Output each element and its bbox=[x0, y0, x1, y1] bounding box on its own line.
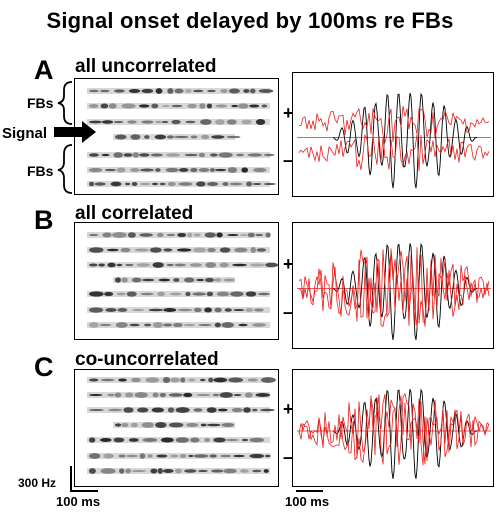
panel-c-condition: co-uncorrelated bbox=[75, 349, 219, 370]
flanking-band bbox=[87, 152, 275, 158]
signal-band bbox=[113, 277, 235, 283]
flanking-band bbox=[87, 392, 271, 398]
flanking-band bbox=[87, 407, 275, 413]
panel-a-condition: all uncorrelated bbox=[75, 56, 217, 77]
signal-band bbox=[113, 422, 235, 428]
frequency-scale-label: 300 Hz bbox=[18, 476, 57, 490]
flanking-band bbox=[87, 181, 276, 187]
panel-a-letter: A bbox=[34, 55, 54, 85]
panel-a-plus-sign: + bbox=[283, 103, 294, 123]
envelope-trace-red bbox=[298, 394, 490, 465]
time-scale-label-left: 100 ms bbox=[56, 494, 101, 509]
panel-c-minus-sign: – bbox=[283, 447, 294, 467]
figure-title: Signal onset delayed by 100ms re FBs bbox=[46, 8, 454, 33]
envelope-trace-red bbox=[298, 133, 490, 172]
panel-c-spectrogram bbox=[74, 369, 279, 487]
flanking-band bbox=[87, 119, 270, 125]
envelope-trace-red bbox=[298, 105, 490, 144]
fbs-label-bottom: FBs bbox=[27, 163, 54, 179]
spectrogram-bands bbox=[87, 377, 276, 474]
envelope-trace-red bbox=[298, 247, 490, 328]
panel-b-waveform bbox=[292, 222, 494, 349]
panel-a-waveform bbox=[292, 72, 494, 197]
panel-a-spectrogram bbox=[74, 78, 279, 195]
signal-arrow bbox=[54, 121, 96, 143]
panel-b-plus-sign: + bbox=[283, 254, 294, 274]
panel-b-condition: all correlated bbox=[75, 203, 194, 224]
flanking-band bbox=[87, 167, 270, 173]
signal-trace-black bbox=[332, 242, 478, 341]
flanking-band bbox=[87, 377, 276, 383]
bracket-bottom bbox=[57, 144, 73, 194]
fbs-label-top: FBs bbox=[27, 95, 54, 111]
spectrogram-bands bbox=[87, 88, 276, 187]
flanking-band bbox=[87, 247, 270, 253]
panel-c-letter: C bbox=[34, 352, 54, 382]
flanking-band bbox=[87, 453, 271, 459]
signal-trace-black bbox=[332, 388, 478, 479]
signal-band bbox=[113, 134, 241, 140]
flanking-band bbox=[87, 322, 270, 328]
flanking-band bbox=[87, 468, 270, 474]
flanking-band bbox=[87, 291, 270, 297]
panel-a-minus-sign: – bbox=[283, 150, 294, 170]
signal-trace-black bbox=[332, 92, 478, 189]
spectrogram-bands bbox=[87, 232, 279, 328]
signal-label: Signal bbox=[2, 125, 48, 142]
bracket-top bbox=[57, 81, 73, 125]
flanking-band bbox=[87, 232, 271, 238]
panel-b-minus-sign: – bbox=[283, 302, 294, 322]
flanking-band bbox=[87, 88, 274, 94]
flanking-band bbox=[87, 103, 270, 109]
flanking-band bbox=[87, 307, 270, 313]
panel-c-waveform bbox=[292, 369, 494, 487]
panel-b-letter: B bbox=[34, 205, 54, 235]
panel-c-plus-sign: + bbox=[283, 399, 294, 419]
envelope-trace-red bbox=[298, 392, 490, 466]
flanking-band bbox=[87, 437, 270, 443]
time-scale-label-right: 100 ms bbox=[285, 494, 330, 509]
panel-b-spectrogram bbox=[74, 222, 279, 340]
flanking-band bbox=[87, 262, 279, 268]
